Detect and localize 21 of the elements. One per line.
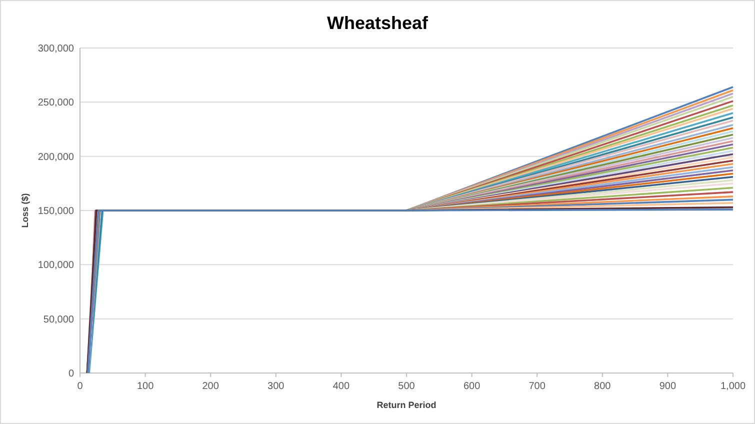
x-tick-label: 600	[463, 381, 481, 392]
x-tick-label: 700	[528, 381, 546, 392]
y-axis-title: Loss ($)	[20, 193, 30, 228]
x-tick-label: 200	[202, 381, 220, 392]
y-tick-label: 200,000	[38, 152, 74, 163]
chart-title: Wheatsheaf	[326, 13, 430, 33]
x-tick-label: 1,000	[720, 381, 746, 392]
x-tick-label: 400	[332, 381, 350, 392]
x-axis-title: Return Period	[376, 400, 436, 410]
x-tick-label: 300	[268, 381, 285, 392]
y-tick-label: 50,000	[43, 314, 74, 326]
x-tick-label: 800	[594, 381, 612, 392]
x-tick-label: 0	[77, 381, 84, 392]
x-tick-label: 900	[659, 381, 676, 392]
y-tick-label: 100,000	[38, 260, 74, 272]
y-tick-label: 150,000	[38, 206, 74, 217]
y-tick-label: 250,000	[38, 98, 74, 109]
y-tick-label: 0	[68, 368, 74, 380]
y-tick-label: 300,000	[38, 44, 74, 54]
x-tick-label: 500	[398, 381, 416, 392]
x-tick-label: 100	[136, 381, 154, 392]
